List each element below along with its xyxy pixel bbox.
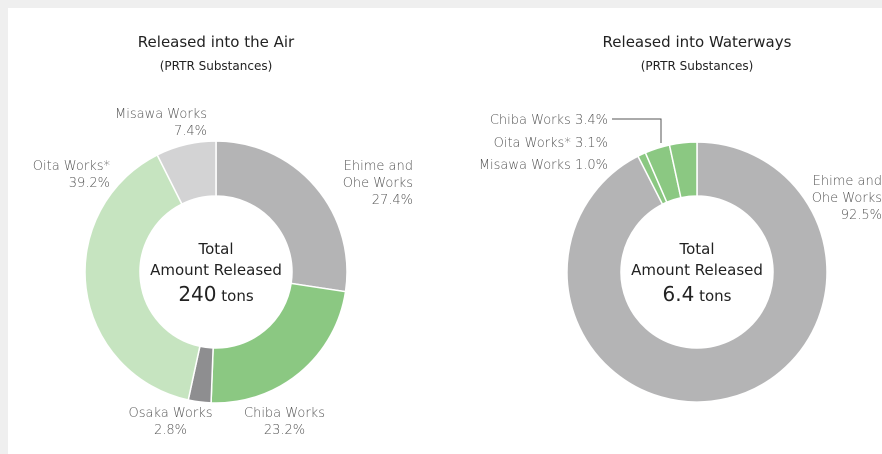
slice-label: Oita Works* 39.2% [20,158,110,192]
chart-subtitle: (PRTR Substances) [640,59,754,73]
value-label: 7.4% [173,124,207,139]
slice-label: Osaka Works 2.8% [123,405,218,439]
category-label: Ehime and Ohe Works [811,174,882,206]
slice-label: Chiba Works 23.2% [237,405,332,439]
value-label: 2.8% [153,423,188,438]
slice-label: Chiba Works 3.4% [448,112,608,129]
slice [210,282,347,404]
value-label: 92.5% [840,208,882,223]
chart-title: Released into the Air [137,33,295,51]
value-label: 3.1% [574,136,608,151]
category-label: Misawa Works [115,107,207,122]
center-label: Total [679,240,715,258]
slice-label: Oita Works* 3.1% [448,135,608,152]
category-label: Ehime and Ohe Works [342,159,413,191]
category-label: Misawa Works [478,158,571,173]
total-unit: tons [699,287,732,305]
value-label: 1.0% [574,158,608,173]
leader-line [612,118,662,143]
category-label: Oita Works* [493,136,571,151]
center-label: Total [198,240,234,258]
total-value: 6.4 [662,282,695,306]
total-unit: tons [221,287,254,305]
chart-title: Released into Waterways [602,33,792,51]
value-label: 3.4% [574,113,608,128]
category-label: Osaka Works [128,406,213,421]
slice [156,140,217,206]
slice-label: Ehime and Ohe Works 92.5% [792,173,882,224]
category-label: Chiba Works [244,406,325,421]
value-label: 27.4% [371,193,413,208]
category-label: Oita Works* [32,159,110,174]
total: 6.4 tons [631,284,763,307]
center-text: Total Amount Released 240 tons [150,239,282,307]
slice [215,140,348,293]
center-text: Total Amount Released 6.4 tons [631,239,763,307]
category-label: Chiba Works [489,113,571,128]
slice-label: Ehime and Ohe Works 27.4% [323,158,413,209]
center-label: Amount Released [631,261,763,279]
slice [668,141,698,199]
total: 240 tons [150,284,282,307]
value-label: 39.2% [68,176,110,191]
slice-label: Misawa Works 7.4% [97,106,207,140]
chart-subtitle: (PRTR Substances) [159,59,273,73]
center-label: Amount Released [150,261,282,279]
slice-label: Misawa Works 1.0% [448,157,608,174]
value-label: 23.2% [263,423,306,438]
slice [84,153,201,401]
total-value: 240 [178,282,217,306]
slice [566,141,828,403]
